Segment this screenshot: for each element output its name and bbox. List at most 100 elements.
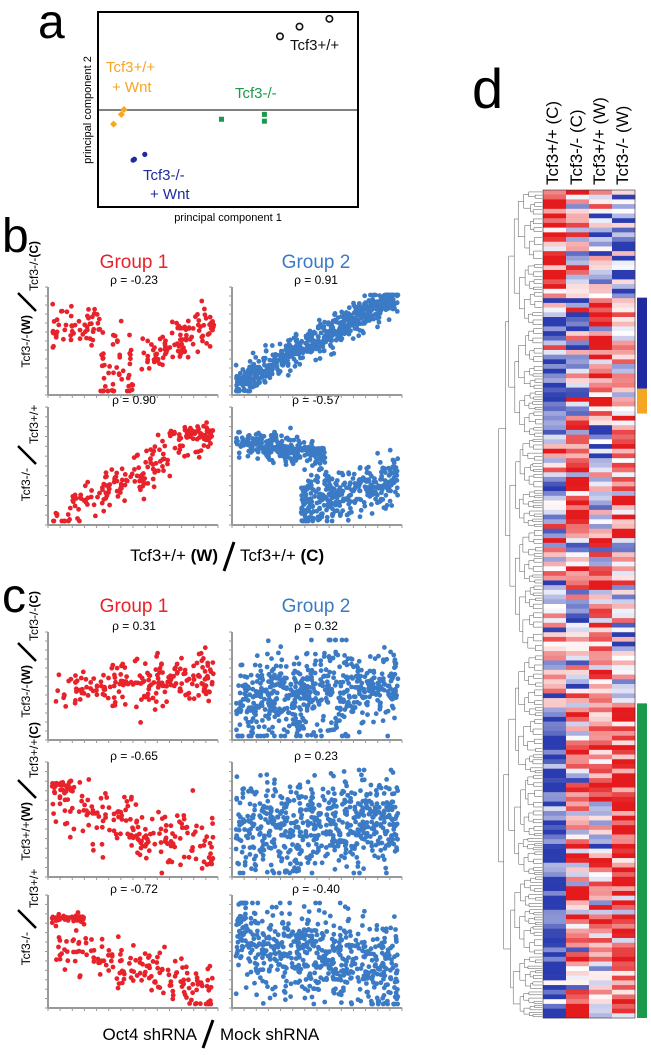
scatter-point (306, 918, 311, 923)
scatter-point (324, 831, 329, 836)
scatter-point (178, 337, 183, 342)
scatter-point (305, 349, 310, 354)
scatter-point (104, 795, 109, 800)
scatter-point (371, 720, 376, 725)
scatter-point (312, 773, 317, 778)
scatter-point (318, 658, 323, 663)
scatter-point (390, 704, 395, 709)
scatter-point (78, 328, 83, 333)
scatter-point (269, 863, 274, 868)
scatter-point (169, 683, 174, 688)
scatter-point (359, 508, 364, 513)
scatter-point (203, 645, 208, 650)
scatter-point (360, 836, 365, 841)
scatter-point (198, 844, 203, 849)
scatter-point (283, 810, 288, 815)
scatter-point (378, 848, 383, 853)
scatter-point (376, 483, 381, 488)
scatter-point (389, 768, 394, 773)
scatter-point (261, 931, 266, 936)
scatter-point (92, 502, 97, 507)
scatter-point (243, 938, 248, 943)
scatter-point (315, 981, 320, 986)
scatter-point (186, 319, 191, 324)
scatter-point (272, 951, 277, 956)
scatter-point (248, 929, 253, 934)
heatmap-column-labels: Tcf3+/+ (C) Tcf3-/- (C) Tcf3+/+ (W) Tcf3… (543, 97, 632, 185)
scatter-point (363, 695, 368, 700)
scatter-point (180, 984, 185, 989)
scatter-point (125, 681, 130, 686)
scatter-point (84, 685, 89, 690)
scatter-point (302, 492, 307, 497)
scatter-point (348, 945, 353, 950)
c-group2-title: Group 2 (282, 596, 351, 617)
scatter-point (141, 351, 146, 356)
scatter-point (77, 809, 82, 814)
scatter-point (339, 938, 344, 943)
scatter-point (178, 354, 183, 359)
pca-point (277, 33, 283, 39)
scatter-point (355, 967, 360, 972)
scatter-point (123, 483, 128, 488)
scatter-point (288, 835, 293, 840)
scatter-point (392, 716, 397, 721)
scatter-point (324, 487, 329, 492)
scatter-point (318, 356, 323, 361)
scatter-point (234, 954, 239, 959)
scatter-point (152, 470, 157, 475)
scatter-point (127, 389, 132, 394)
scatter-point (387, 473, 392, 478)
scatter-point (293, 685, 298, 690)
scatter-point (338, 944, 343, 949)
scatter-point (381, 970, 386, 975)
scatter-point (173, 446, 178, 451)
scatter-point (248, 959, 253, 964)
scatter-point (345, 663, 350, 668)
scatter-point (391, 458, 396, 463)
scatter-point (86, 823, 91, 828)
c-row3-den: Tcf3+/+ (27, 869, 41, 908)
scatter-point (178, 689, 183, 694)
scatter-point (294, 691, 299, 696)
scatter-point (347, 305, 352, 310)
scatter-point (337, 818, 342, 823)
scatter-point (358, 802, 363, 807)
scatter-point (294, 655, 299, 660)
scatter-point (338, 933, 343, 938)
scatter-point (369, 502, 374, 507)
scatter-point (387, 694, 392, 699)
scatter-point (338, 901, 343, 906)
scatter-point (305, 951, 310, 956)
scatter-point (330, 345, 335, 350)
scatter-point (383, 956, 388, 961)
scatter-point (100, 842, 105, 847)
scatter-point (55, 688, 60, 693)
scatter-point (332, 791, 337, 796)
scatter-point (296, 964, 301, 969)
scatter-point (199, 651, 204, 656)
scatter-point (360, 710, 365, 715)
scatter-point (299, 511, 304, 516)
scatter-point (273, 789, 278, 794)
scatter-point (308, 690, 313, 695)
scatter-point (275, 967, 280, 972)
scatter-point (147, 848, 152, 853)
scatter-point (314, 928, 319, 933)
scatter-point (187, 677, 192, 682)
scatter-point (115, 810, 120, 815)
scatter-point (161, 355, 166, 360)
scatter-point (152, 357, 157, 362)
scatter-point (329, 476, 334, 481)
scatter-point (368, 654, 373, 659)
scatter-point (199, 299, 204, 304)
scatter-point (196, 982, 201, 987)
scatter-point (305, 733, 310, 738)
scatter-point (245, 972, 250, 977)
scatter-point (260, 678, 265, 683)
scatter-point (251, 351, 256, 356)
scatter-point (260, 673, 265, 678)
scatter-point (381, 962, 386, 967)
c-row1-num-w: (W) (19, 665, 33, 684)
scatter-point (383, 815, 388, 820)
